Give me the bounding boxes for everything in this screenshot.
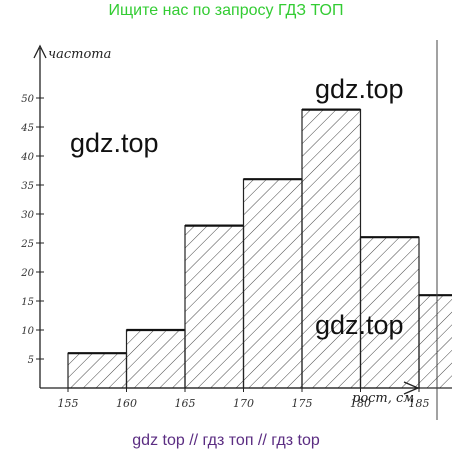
x-tick-label: 175 [292, 397, 313, 410]
x-tick-label: 155 [58, 397, 79, 410]
histogram-bar [184, 225, 245, 389]
top-banner: Ищите нас по запросу ГДЗ ТОП [108, 2, 344, 19]
y-tick-label: 35 [21, 181, 34, 192]
x-tick-label: 165 [175, 397, 196, 410]
bottom-banner: gdz top // гдз топ // гдз top [132, 432, 320, 449]
watermark: gdz.top [315, 74, 404, 104]
y-tick-label: 5 [28, 355, 34, 366]
x-tick-label: 180 [350, 397, 371, 410]
x-tick-label: 170 [233, 397, 254, 410]
watermark: gdz.top [70, 128, 159, 158]
histogram-bar [301, 108, 362, 389]
y-tick-label: 40 [20, 152, 34, 163]
y-tick-label: 25 [20, 239, 34, 250]
y-tick-label: 50 [21, 94, 34, 105]
x-tick-label: 185 [409, 397, 430, 410]
histogram-bar [418, 294, 452, 389]
histogram-bar [67, 352, 128, 389]
y-tick-label: 45 [20, 123, 34, 134]
y-tick-label: 15 [21, 297, 34, 308]
y-tick-label: 30 [21, 210, 34, 221]
x-tick-label: 160 [116, 397, 137, 410]
y-axis-label: частота [48, 47, 111, 62]
y-axis-arrow [33, 44, 47, 59]
x-axis-label: рост, см [352, 391, 414, 406]
x-axis-arrow [403, 381, 420, 395]
watermark: gdz.top [315, 310, 404, 340]
y-tick-label: 10 [21, 326, 34, 337]
histogram-bar [125, 329, 186, 389]
y-tick-label: 20 [20, 268, 34, 279]
histogram-bar [242, 178, 303, 389]
